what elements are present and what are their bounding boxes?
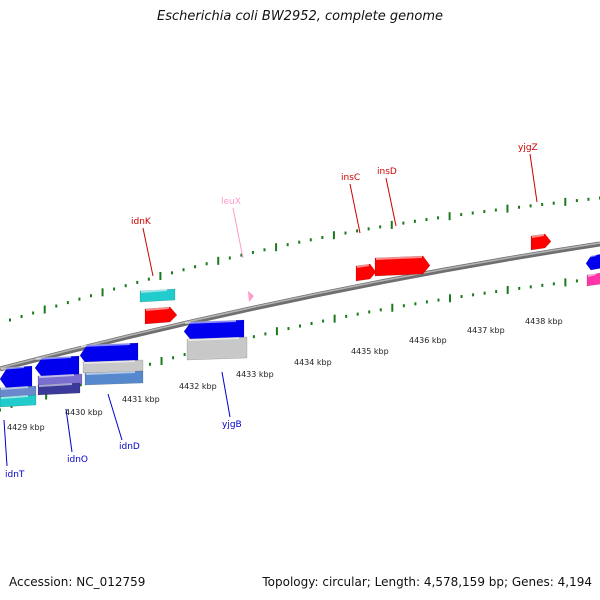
yjgb-gray-feature: [186, 336, 248, 361]
scale-label: 4435 kbp: [351, 347, 389, 356]
gene-label-idnK: idnK: [131, 217, 152, 227]
scale-label: 4436 kbp: [409, 336, 447, 345]
gene-label-yjgB: yjgB: [222, 420, 242, 430]
scale-label: 4432 kbp: [179, 382, 217, 391]
idno-gene: [34, 355, 80, 378]
idno-dark-feature-shine: [38, 383, 73, 387]
idnt-cyan-feature-shine: [0, 395, 29, 399]
labels: 4429 kbp 4430 kbp 4431 kbp 4432 kbp 4433…: [5, 143, 563, 480]
yjgb-gene-shine: [184, 320, 237, 324]
insc-connector: [349, 183, 361, 234]
scale-label: 4429 kbp: [7, 423, 45, 432]
edge-blue-feature: [585, 254, 600, 271]
gene-label-idnO: idnO: [67, 455, 88, 465]
edge-blue-feature-shine: [586, 254, 597, 258]
scale-label: 4431 kbp: [122, 395, 160, 404]
idno-connector: [65, 408, 73, 453]
leux-connector: [232, 207, 244, 259]
yjgz-connector: [529, 153, 538, 203]
idnt-connector: [3, 419, 8, 467]
scale-label: 4437 kbp: [467, 326, 505, 335]
genome-summary: Topology: circular; Length: 4,578,159 bp…: [262, 575, 592, 589]
map-title: Escherichia coli BW2952, complete genome: [157, 9, 443, 24]
accession-text: Accession: NC_012759: [9, 575, 146, 589]
idnt-blue-feature-shine: [0, 386, 29, 390]
leux-gene: [248, 291, 254, 302]
scale-label: 4430 kbp: [65, 408, 103, 417]
idnt-gene-shine: [0, 366, 25, 370]
yjgz-gene-shine: [531, 234, 545, 238]
insd-gene: [374, 255, 431, 277]
gene-label-yjgZ: yjgZ: [518, 143, 538, 153]
idnd-gene: [79, 342, 139, 366]
yjgb-gray-feature-shine: [187, 337, 240, 341]
backbone-line: [0, 241, 600, 372]
gene-label-idnT: idnT: [5, 470, 25, 480]
insd-connector: [385, 177, 397, 227]
idno-dark-feature: [37, 382, 81, 396]
idnd-gene-shine: [80, 343, 131, 347]
gene-label-idnD: idnD: [119, 442, 140, 452]
idnk-cyan-feature-shine: [140, 289, 168, 293]
idno-purple-feature: [37, 373, 83, 387]
idno-gene-shine: [35, 356, 72, 360]
yjgz-gene: [530, 233, 552, 251]
edge-magenta-feature-shine: [587, 273, 597, 277]
gene-label-insD: insD: [377, 167, 397, 177]
idnk-gene: [144, 306, 178, 325]
idnd-connector: [107, 393, 123, 441]
gene-label-insC: insC: [341, 173, 360, 183]
yjgb-gene: [183, 319, 245, 341]
idno-purple-feature-shine: [38, 374, 75, 378]
scale-label: 4434 kbp: [294, 358, 332, 367]
idnk-cyan-feature: [139, 288, 176, 303]
gene-label-leuX: leuX: [221, 197, 241, 207]
scale-label: 4433 kbp: [236, 370, 274, 379]
idnt-gene: [0, 365, 33, 390]
idnd-gray-feature-shine: [83, 360, 136, 364]
insc-gene: [355, 263, 377, 282]
idnk-gene-shine: [145, 307, 170, 311]
scale-label: 4438 kbp: [525, 317, 563, 326]
idnk-connector: [142, 227, 154, 277]
idnd-blue-feature: [84, 370, 144, 386]
edge-magenta-feature: [586, 272, 600, 287]
idnd-blue-feature-shine: [85, 371, 136, 375]
insc-gene-shine: [356, 264, 370, 268]
idnd-gray-feature: [82, 359, 144, 374]
idnt-cyan-feature: [0, 394, 37, 408]
insd-gene-shine: [375, 256, 423, 260]
yjgb-connector: [221, 371, 231, 418]
feature-blocks: [0, 153, 600, 467]
